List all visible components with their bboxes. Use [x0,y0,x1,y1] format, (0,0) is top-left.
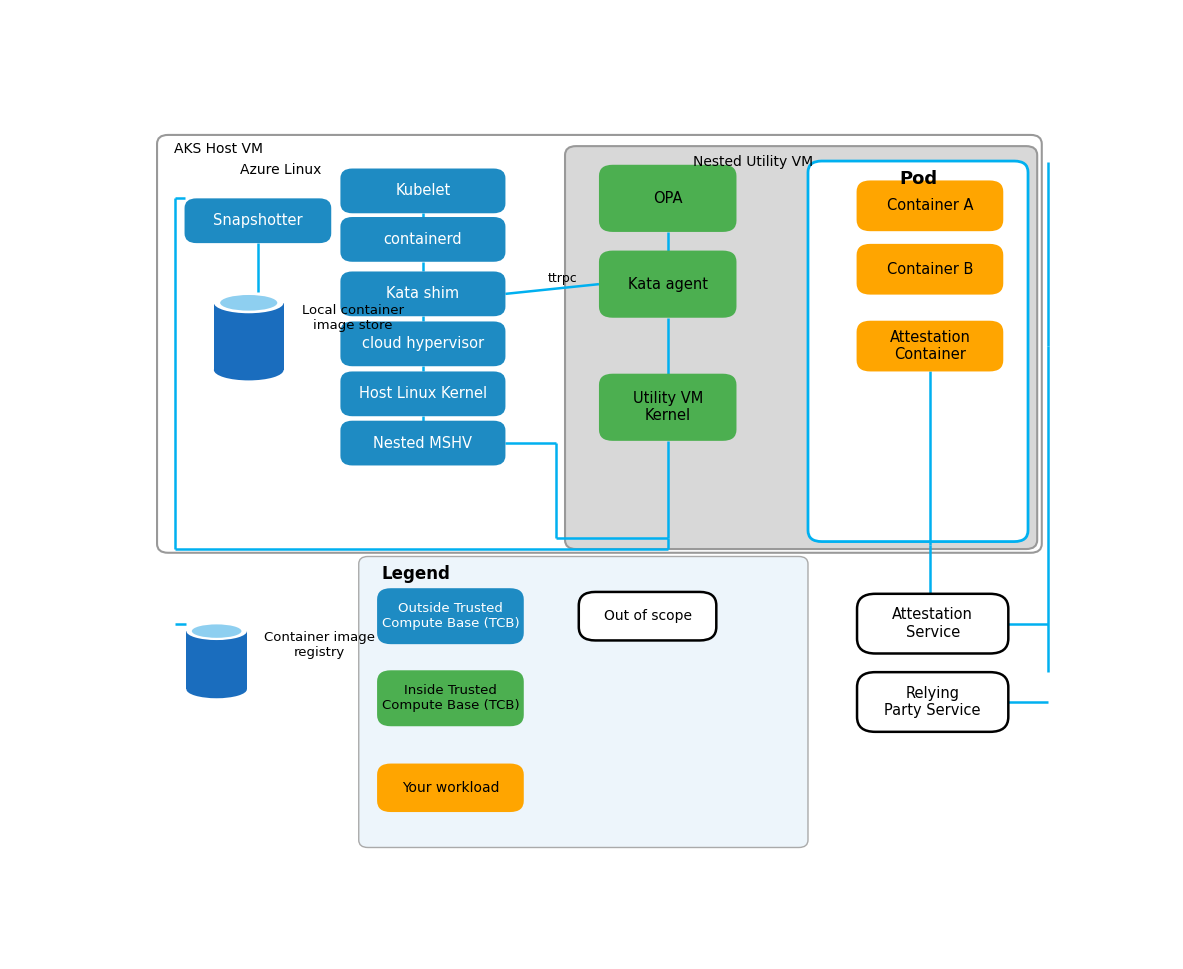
Text: Kata shim: Kata shim [387,287,459,301]
FancyBboxPatch shape [856,244,1003,295]
FancyBboxPatch shape [341,421,505,465]
FancyBboxPatch shape [599,251,737,318]
Text: Container image
registry: Container image registry [264,631,375,659]
FancyBboxPatch shape [856,180,1003,232]
Text: Azure Linux: Azure Linux [239,164,321,177]
Ellipse shape [214,293,284,313]
Text: Nested Utility VM: Nested Utility VM [693,155,813,169]
Text: Nested MSHV: Nested MSHV [374,436,472,451]
Text: Container B: Container B [887,262,974,277]
Ellipse shape [187,622,247,641]
Text: Your workload: Your workload [402,781,499,795]
FancyBboxPatch shape [856,672,1008,732]
Text: Out of scope: Out of scope [603,610,692,623]
Text: Host Linux Kernel: Host Linux Kernel [358,387,487,401]
Text: Kata agent: Kata agent [628,277,707,292]
Text: AKS Host VM: AKS Host VM [174,142,263,156]
Text: Container A: Container A [887,199,974,213]
FancyBboxPatch shape [808,161,1028,542]
FancyBboxPatch shape [856,321,1003,371]
FancyBboxPatch shape [157,135,1042,552]
Text: Legend: Legend [382,566,451,583]
Ellipse shape [192,624,241,638]
FancyBboxPatch shape [565,146,1037,549]
FancyBboxPatch shape [341,371,505,417]
Text: cloud hypervisor: cloud hypervisor [362,336,484,352]
FancyBboxPatch shape [377,671,524,726]
FancyBboxPatch shape [599,374,737,441]
Text: Outside Trusted
Compute Base (TCB): Outside Trusted Compute Base (TCB) [382,602,519,630]
Text: Inside Trusted
Compute Base (TCB): Inside Trusted Compute Base (TCB) [382,684,519,712]
Text: Relying
Party Service: Relying Party Service [885,686,981,718]
Text: ttrpc: ttrpc [548,272,577,285]
FancyBboxPatch shape [341,322,505,366]
Ellipse shape [220,295,277,311]
Text: containerd: containerd [383,232,463,247]
FancyBboxPatch shape [599,165,737,232]
FancyBboxPatch shape [341,271,505,316]
FancyBboxPatch shape [578,592,717,641]
Text: Local container
image store: Local container image store [302,303,403,331]
FancyBboxPatch shape [185,199,331,243]
FancyBboxPatch shape [358,556,808,848]
Ellipse shape [187,680,247,699]
FancyBboxPatch shape [341,217,505,262]
Text: Kubelet: Kubelet [395,183,451,199]
Text: Pod: Pod [899,170,937,188]
Text: Attestation
Service: Attestation Service [892,608,974,640]
Text: OPA: OPA [653,191,683,205]
Text: Utility VM
Kernel: Utility VM Kernel [633,391,703,423]
Polygon shape [187,631,247,689]
FancyBboxPatch shape [856,594,1008,653]
Ellipse shape [214,359,284,381]
FancyBboxPatch shape [377,588,524,644]
Polygon shape [214,302,284,370]
FancyBboxPatch shape [341,169,505,213]
FancyBboxPatch shape [377,764,524,812]
Text: Attestation
Container: Attestation Container [890,329,970,362]
Text: Snapshotter: Snapshotter [213,213,303,229]
